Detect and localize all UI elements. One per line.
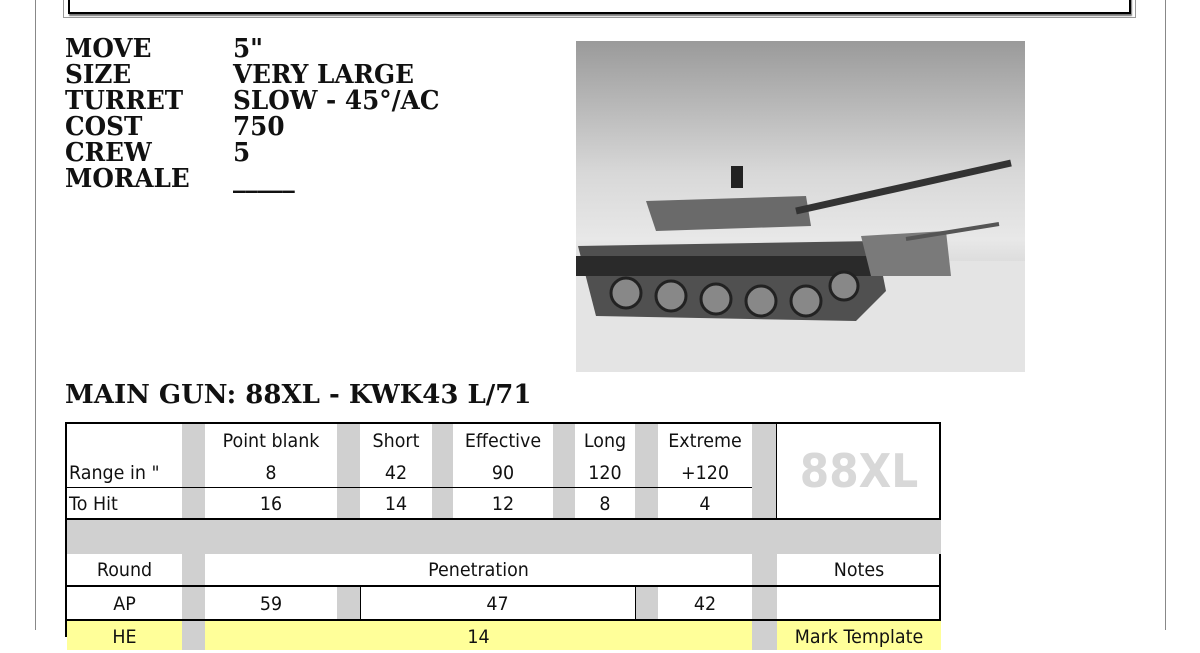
range-value: 42 bbox=[384, 462, 408, 484]
main-gun-title: MAIN GUN: 88XL - KWK43 L/71 bbox=[65, 380, 532, 410]
tohit-value: 14 bbox=[384, 493, 408, 515]
round-name: AP bbox=[113, 593, 136, 615]
range-value: 8 bbox=[265, 462, 277, 484]
stat-label: CREW bbox=[65, 138, 152, 168]
gun-badge: 88XL bbox=[799, 444, 919, 498]
header-point-blank: Point blank bbox=[222, 430, 320, 452]
tohit-value: 4 bbox=[699, 493, 711, 515]
stat-label: MOVE bbox=[65, 34, 152, 64]
notes-value: Mark Template bbox=[794, 626, 924, 648]
stat-value: VERY LARGE bbox=[233, 60, 414, 90]
page-border-left bbox=[35, 0, 36, 630]
stat-value: 5" bbox=[233, 34, 264, 64]
stat-label: SIZE bbox=[65, 60, 132, 90]
round-name: HE bbox=[112, 626, 137, 648]
stat-label: MORALE bbox=[65, 164, 190, 194]
stat-value: 5 bbox=[233, 138, 251, 168]
header-extreme: Extreme bbox=[668, 430, 742, 452]
stat-value: 750 bbox=[233, 112, 285, 142]
penetration-header: Penetration bbox=[428, 559, 529, 581]
pen-value: 59 bbox=[259, 593, 283, 615]
notes-header: Notes bbox=[833, 559, 885, 581]
round-header: Round bbox=[96, 559, 153, 581]
stat-label: TURRET bbox=[65, 86, 184, 116]
tohit-value: 16 bbox=[259, 493, 283, 515]
header-effective: Effective bbox=[464, 430, 542, 452]
stat-label: COST bbox=[65, 112, 143, 142]
stat-value: SLOW - 45°/AC bbox=[233, 86, 440, 116]
pen-value: 42 bbox=[693, 593, 717, 615]
separator-band bbox=[67, 520, 941, 554]
page-border-right bbox=[1165, 0, 1166, 630]
header-short: Short bbox=[372, 430, 420, 452]
pen-value: 14 bbox=[467, 626, 490, 648]
tohit-label: To Hit bbox=[69, 493, 118, 515]
pen-value: 47 bbox=[486, 593, 509, 615]
tohit-value: 12 bbox=[491, 493, 515, 515]
gun-table: Point blank Short Effective Long Extreme… bbox=[65, 422, 941, 650]
range-value: +120 bbox=[680, 462, 730, 484]
tank-photo bbox=[576, 41, 1025, 372]
tohit-value: 8 bbox=[599, 493, 611, 515]
header-box bbox=[63, 0, 1136, 18]
range-value: 120 bbox=[588, 462, 622, 484]
header-long: Long bbox=[583, 430, 627, 452]
range-label: Range in " bbox=[69, 462, 160, 484]
stat-value: _____ bbox=[233, 164, 295, 194]
range-value: 90 bbox=[491, 462, 515, 484]
